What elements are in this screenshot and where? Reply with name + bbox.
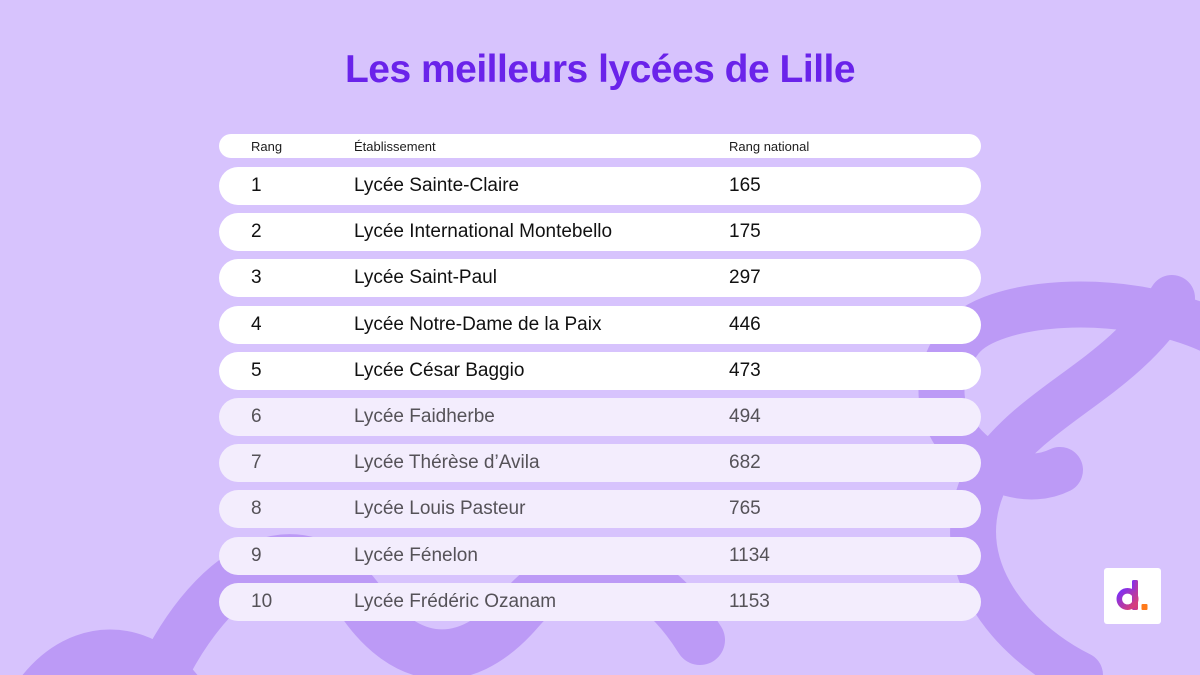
row-national-rank: 1153 [729, 590, 770, 612]
header-rank: Rang [251, 138, 283, 154]
header-national-rank: Rang national [729, 138, 810, 154]
table-row: 3 Lycée Saint-Paul 297 [219, 259, 981, 298]
table-header: Rang Établissement Rang national [219, 134, 981, 158]
row-national-rank: 494 [729, 405, 761, 427]
row-establishment: Lycée Faidherbe [354, 405, 495, 427]
row-rank: 2 [251, 221, 262, 243]
d-logo-icon [1116, 580, 1147, 610]
row-rank: 10 [251, 590, 273, 612]
row-rank: 8 [251, 498, 262, 520]
row-national-rank: 175 [729, 221, 761, 243]
row-rank: 3 [251, 267, 262, 289]
row-national-rank: 1134 [729, 544, 770, 566]
row-rank: 5 [251, 359, 262, 381]
row-rank: 9 [251, 544, 262, 566]
row-establishment: Lycée Thérèse d’Avila [354, 452, 540, 474]
row-national-rank: 297 [729, 267, 761, 289]
row-establishment: Lycée International Montebello [354, 221, 613, 243]
ranking-table: Rang Établissement Rang national 1 Lycée… [219, 134, 981, 629]
table-row: 4 Lycée Notre-Dame de la Paix 446 [219, 305, 981, 344]
table-row: 2 Lycée International Montebello 175 [219, 213, 981, 252]
row-national-rank: 473 [729, 359, 761, 381]
table-row: 5 Lycée César Baggio 473 [219, 351, 981, 390]
brand-logo [1104, 568, 1161, 624]
table-row: 8 Lycée Louis Pasteur 765 [219, 490, 981, 529]
row-national-rank: 446 [729, 313, 761, 335]
row-establishment: Lycée Saint-Paul [354, 267, 497, 289]
swirl-stroke-bottom-left [22, 629, 198, 675]
table-row: 1 Lycée Sainte-Claire 165 [219, 167, 981, 205]
table-row: 10 Lycée Frédéric Ozanam 1153 [219, 582, 981, 621]
row-establishment: Lycée Notre-Dame de la Paix [354, 313, 602, 335]
row-establishment: Lycée César Baggio [354, 359, 525, 381]
row-rank: 4 [251, 313, 262, 335]
row-national-rank: 682 [729, 452, 761, 474]
table-row: 9 Lycée Fénelon 1134 [219, 536, 981, 575]
row-rank: 6 [251, 405, 262, 427]
header-establishment: Établissement [354, 138, 436, 154]
page-title: Les meilleurs lycées de Lille [344, 48, 856, 91]
row-rank: 1 [251, 175, 262, 196]
row-rank: 7 [251, 452, 262, 474]
table-row: 6 Lycée Faidherbe 494 [219, 397, 981, 436]
table-row: 7 Lycée Thérèse d’Avila 682 [219, 444, 981, 483]
row-national-rank: 765 [729, 498, 761, 520]
row-establishment: Lycée Louis Pasteur [354, 498, 526, 520]
row-establishment: Lycée Frédéric Ozanam [354, 590, 557, 612]
row-establishment: Lycée Fénelon [354, 544, 478, 566]
row-establishment: Lycée Sainte-Claire [354, 175, 520, 196]
row-national-rank: 165 [729, 175, 761, 196]
